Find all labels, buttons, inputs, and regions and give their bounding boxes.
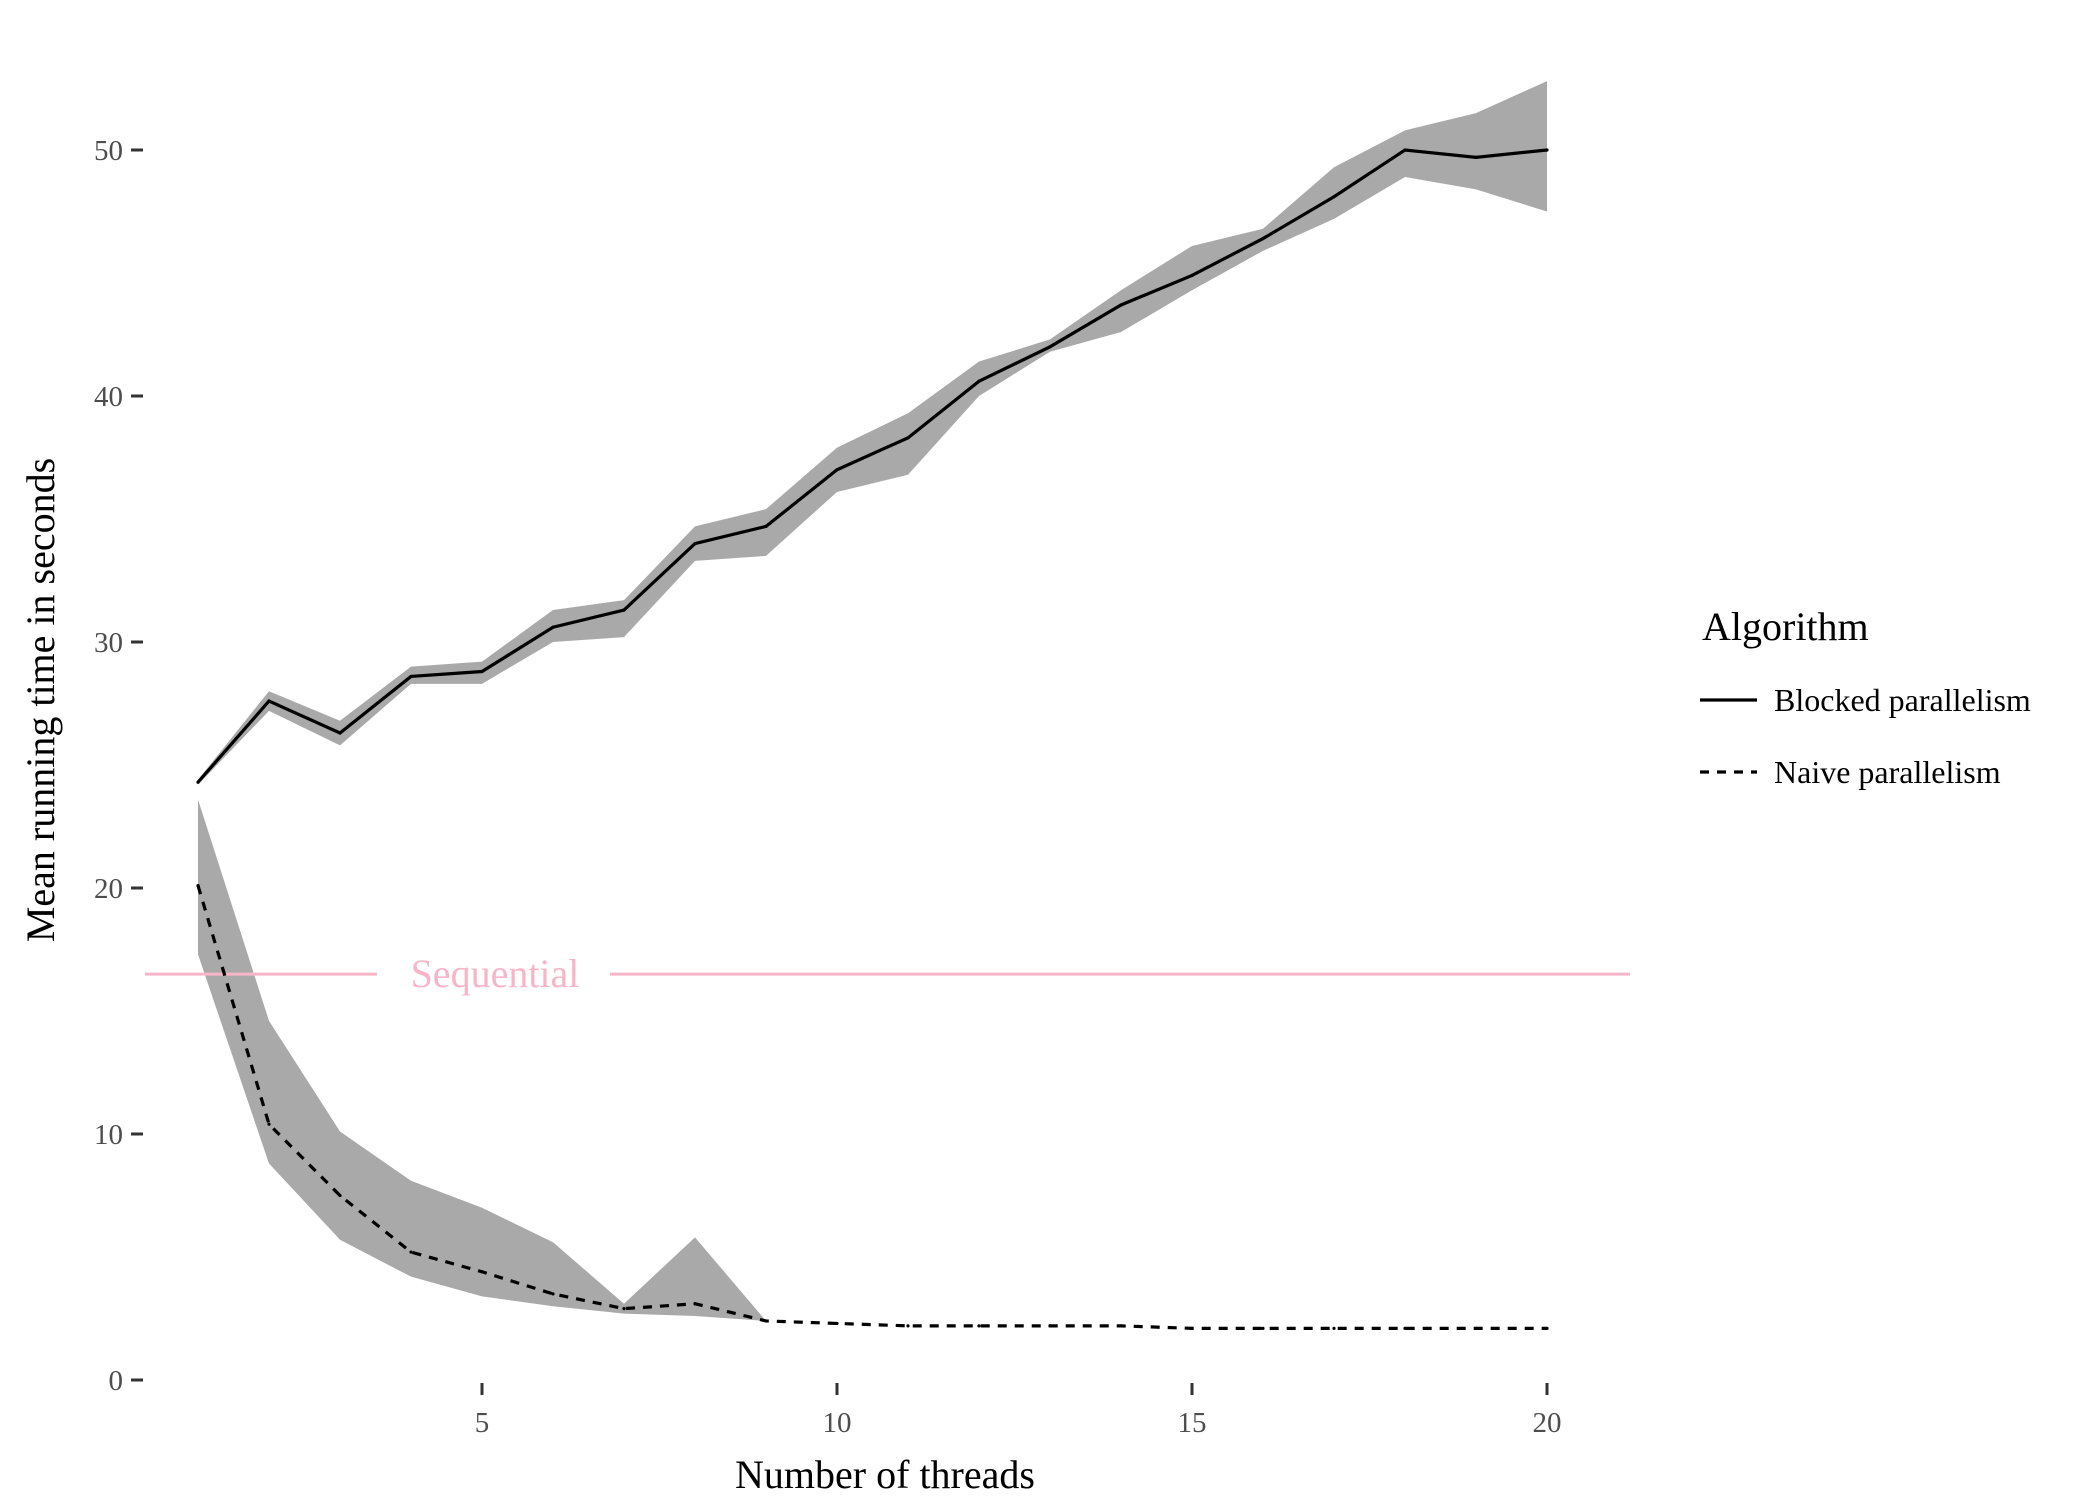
data-point	[480, 669, 484, 674]
x-axis-title: Number of threads	[735, 1452, 1035, 1497]
ribbons	[198, 81, 1547, 1329]
data-point	[196, 883, 200, 888]
legend-label-2: Naive parallelism	[1774, 754, 2001, 790]
y-tick-label: 0	[109, 1365, 124, 1397]
data-point	[1332, 195, 1336, 199]
y-axis-title: Mean running time in seconds	[18, 458, 63, 942]
data-point	[835, 468, 839, 472]
data-point	[1545, 148, 1549, 152]
x-tick-label: 5	[475, 1407, 490, 1439]
ribbon-2	[198, 799, 1547, 1329]
reference-line-group: Sequential	[145, 951, 1630, 996]
data-point	[1261, 1326, 1265, 1330]
legend-title: Algorithm	[1702, 604, 1869, 649]
data-point	[693, 542, 697, 546]
data-point	[977, 1324, 981, 1328]
data-point	[1474, 1326, 1478, 1330]
x-tick-label: 10	[823, 1407, 852, 1439]
data-point	[1048, 1324, 1052, 1328]
data-point	[622, 608, 626, 612]
y-tick-label: 30	[94, 627, 123, 659]
data-point	[1474, 155, 1478, 159]
data-point	[551, 1292, 555, 1296]
x-tick-label: 15	[1178, 1407, 1207, 1439]
x-tick-label: 20	[1533, 1407, 1562, 1439]
data-point	[1403, 148, 1407, 152]
data-point	[1119, 303, 1123, 307]
data-point	[1545, 1326, 1549, 1330]
data-point	[1190, 1326, 1194, 1330]
data-point	[1119, 1324, 1123, 1328]
series-lines	[196, 148, 1549, 1330]
data-point	[1048, 345, 1052, 349]
ribbon-1	[198, 81, 1547, 785]
data-point	[906, 1324, 910, 1328]
data-point	[196, 780, 200, 784]
y-tick-label: 10	[94, 1119, 123, 1151]
y-tick-label: 20	[94, 873, 123, 905]
data-point	[835, 1321, 839, 1326]
data-point	[267, 699, 271, 703]
legend: Algorithm Blocked parallelism Naive paral…	[1700, 604, 2031, 790]
data-point	[764, 524, 768, 528]
data-point	[409, 1250, 413, 1254]
data-point	[338, 731, 342, 735]
y-tick-label: 40	[94, 381, 123, 413]
y-tick-label: 50	[94, 135, 123, 167]
data-point	[764, 1319, 768, 1323]
sequential-label: Sequential	[411, 951, 580, 996]
data-point	[267, 1122, 271, 1126]
data-point	[1332, 1326, 1336, 1330]
data-point	[693, 1302, 697, 1306]
data-point	[906, 436, 910, 440]
axes: 0 10 20 30 40 50 5 10 15 20	[94, 135, 1562, 1439]
data-point	[1261, 236, 1265, 241]
series-line-2	[196, 885, 1547, 1330]
data-point	[977, 379, 981, 383]
data-point	[622, 1307, 626, 1311]
data-point	[409, 674, 413, 679]
data-point	[1190, 273, 1194, 278]
data-point	[480, 1270, 484, 1274]
legend-label-1: Blocked parallelism	[1774, 682, 2031, 718]
data-point	[338, 1193, 342, 1198]
data-point	[1403, 1326, 1407, 1330]
series-line-1	[196, 148, 1548, 784]
data-point	[551, 625, 555, 629]
